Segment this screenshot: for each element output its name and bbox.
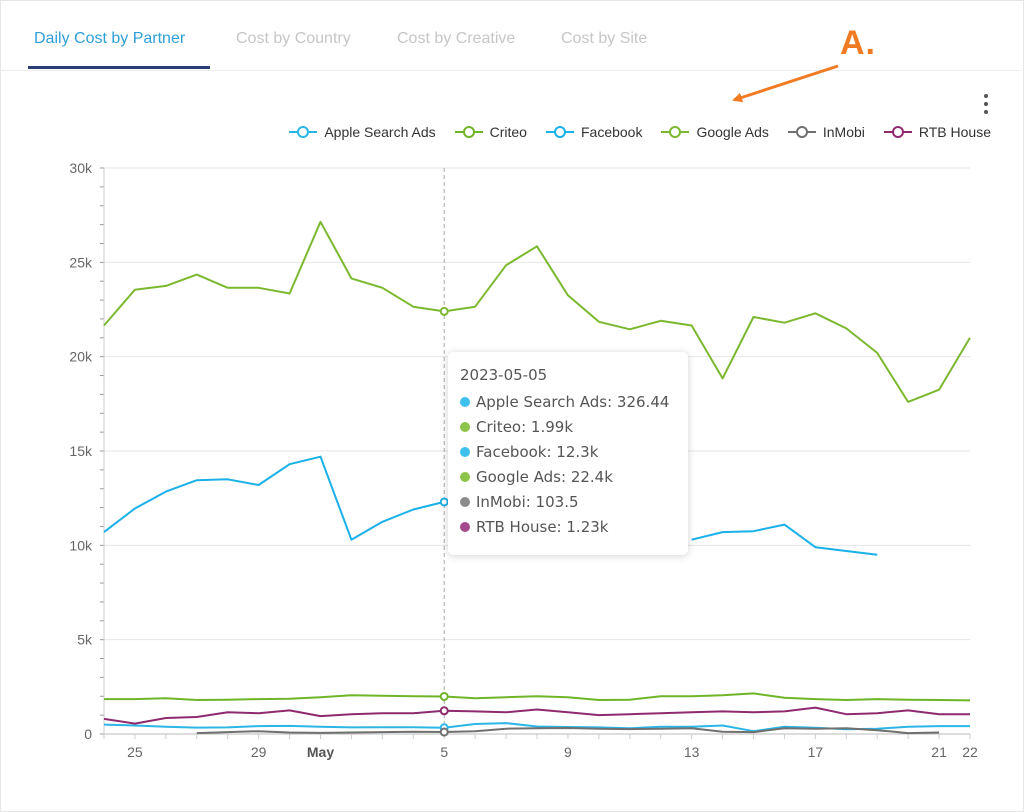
legend-line-circle-icon [454,126,483,138]
series-line-facebook[interactable] [103,455,445,541]
legend-item-google-ads[interactable]: Google Ads [660,124,769,140]
hover-point-inmobi[interactable] [439,727,449,737]
y-tick-label: 15k [69,443,93,459]
hover-point-rtb-house[interactable] [439,706,449,716]
legend-line-circle-icon [661,126,690,138]
legend-line-circle-icon [787,126,816,138]
more-options-icon[interactable] [978,92,994,116]
series-line-inmobi[interactable] [196,727,940,735]
x-tick-label: 5 [440,744,448,760]
tooltip-dot-icon [460,497,470,507]
tooltip-dot-icon [460,522,470,532]
tab-daily-cost-by-partner[interactable]: Daily Cost by Partner [34,30,186,47]
legend-item-inmobi[interactable]: InMobi [787,124,865,140]
x-tick-label: 25 [127,744,143,760]
tooltip-row-text: Facebook: 12.3k [476,443,599,461]
y-tick-label: 20k [69,349,93,365]
legend-label: InMobi [822,124,865,140]
tooltip-row: Facebook: 12.3k [460,440,676,465]
legend-line-circle-icon [883,126,912,138]
legend-item-apple-search-ads[interactable]: Apple Search Ads [288,124,436,140]
legend-label: Google Ads [696,124,769,140]
tab-cost-by-creative[interactable]: Cost by Creative [397,30,516,47]
legend-label: Facebook [580,124,643,140]
hover-point-facebook[interactable] [439,497,449,507]
tooltip-dot-icon [460,422,470,432]
legend-label: RTB House [918,124,991,140]
tab-bar: Daily Cost by Partner Cost by Country Co… [0,0,1022,71]
chart-legend: Apple Search Ads Criteo Facebook Google Ads… [288,124,991,140]
tooltip-dot-icon [460,447,470,457]
x-tick-label: 13 [684,744,700,760]
legend-line-circle-icon [545,126,574,138]
chart-tooltip: 2023-05-05 Apple Search Ads: 326.44 Crite… [448,352,688,555]
legend-line-circle-icon [289,126,318,138]
y-tick-label: 30k [69,160,93,176]
x-tick-label: 29 [251,744,267,760]
tooltip-row: RTB House: 1.23k [460,515,676,540]
y-tick-label: 25k [69,254,93,270]
y-tick-label: 10k [69,537,93,553]
tooltip-row-text: Criteo: 1.99k [476,418,574,436]
series-line-rtb-house[interactable] [103,706,970,725]
x-tick-label: 22 [962,744,978,760]
series-line-google-ads[interactable] [103,220,971,403]
x-tick-label: May [307,744,334,760]
legend-item-criteo[interactable]: Criteo [454,124,527,140]
tooltip-row-text: Apple Search Ads: 326.44 [476,393,670,411]
tooltip-dot-icon [460,397,470,407]
x-tick-label: 21 [931,744,947,760]
annotation-arrow [732,64,839,103]
tab-cost-by-site[interactable]: Cost by Site [561,30,648,47]
tab-cost-by-country[interactable]: Cost by Country [236,30,351,47]
tooltip-row-text: RTB House: 1.23k [476,518,609,536]
tooltip-row: Google Ads: 22.4k [460,465,676,490]
tooltip-date: 2023-05-05 [460,366,548,384]
legend-item-facebook[interactable]: Facebook [545,124,642,140]
y-tick-label: 5k [77,632,93,648]
tooltip-row-text: Google Ads: 22.4k [476,468,613,486]
tooltip-row: Criteo: 1.99k [460,415,676,440]
series-line-criteo[interactable] [104,692,971,702]
tooltip-row-text: InMobi: 103.5 [476,493,579,511]
active-tab-indicator [28,66,210,69]
hover-point-criteo[interactable] [439,691,449,701]
tooltip-dot-icon [460,472,470,482]
annotation-label: A. [840,24,876,62]
x-tick-label: 17 [808,744,824,760]
legend-label: Apple Search Ads [324,124,436,140]
series-line-facebook[interactable] [691,523,878,556]
series-line-apple-search-ads[interactable] [103,722,970,733]
x-tick-label: 9 [564,744,572,760]
y-tick-label: 0 [84,726,92,742]
legend-item-rtb-house[interactable]: RTB House [883,124,991,140]
tooltip-row: Apple Search Ads: 326.44 [460,390,676,415]
legend-label: Criteo [489,124,527,140]
tooltip-row: InMobi: 103.5 [460,490,676,515]
hover-point-google-ads[interactable] [439,306,449,316]
